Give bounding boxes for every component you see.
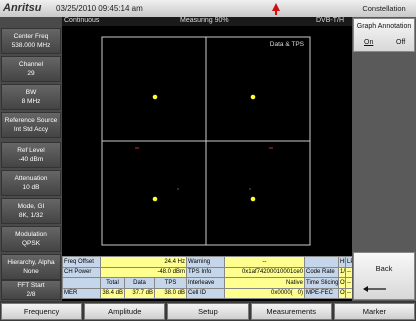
button-label: BW [25, 89, 37, 96]
label: MER [62, 287, 101, 299]
left-menu: Center Freq 538.000 MHz Channel 29 BW 8 MHz Re… [0, 17, 62, 301]
progress: Measuring 90% [180, 17, 229, 24]
label: Warning [186, 256, 226, 268]
button-value: 8 MHz [21, 98, 41, 105]
value: 0x1af74200010001ce0 [224, 266, 306, 278]
button-value: Int Std Accy [13, 126, 49, 133]
value: 37.7 dB [124, 287, 155, 299]
menu-button[interactable]: Channel 29 [1, 56, 61, 82]
menu-tab[interactable]: Measurements [250, 303, 332, 320]
button-label: Hierarchy, Alpha [7, 259, 55, 266]
button-label: Reference Source [4, 117, 58, 124]
value: Off [338, 287, 347, 299]
header: Data [124, 277, 155, 289]
button-label: Channel [18, 61, 44, 68]
label: MPE-FEC [304, 287, 340, 299]
label: Freq Offset [62, 256, 101, 268]
button-value: None [23, 268, 39, 275]
menu-button[interactable]: Mode, GI 8K, 1/32 [1, 198, 61, 224]
menu-button[interactable]: Reference Source Int Std Accy [1, 112, 61, 138]
button-value: 29 [27, 70, 35, 77]
constellation-plot: Data & TPS [101, 36, 311, 246]
button-value: 8K, 1/32 [18, 212, 44, 219]
back-arrow [363, 286, 386, 292]
label: Code Rate [304, 266, 340, 278]
button-value: 2/8 [26, 291, 36, 298]
menu-button[interactable]: Modulation QPSK [1, 226, 61, 252]
button-value: 10 dB [22, 184, 40, 191]
sweep-mode: Continuous [64, 17, 100, 24]
button-label: Modulation [15, 231, 47, 238]
logo: Anritsu [3, 2, 42, 14]
label: Cell ID [186, 287, 226, 299]
bottom-menu: Frequency Amplitude Setup Measurements Marke… [0, 301, 416, 321]
button-label: Mode, GI [17, 203, 45, 210]
menu-title: Constellation [352, 0, 416, 17]
menu-tab[interactable]: Marker [333, 303, 415, 320]
value: -48.0 dBm [99, 266, 188, 278]
menu-tab[interactable]: Frequency [1, 303, 83, 320]
right-menu: Constellation Graph Annotation On Off Ba… [352, 0, 416, 301]
button-label: Ref Level [17, 147, 45, 154]
button-label: FFT Start [17, 282, 45, 289]
value: 38.4 dB [100, 287, 125, 299]
button-label: Attenuation [14, 175, 48, 182]
menu-button[interactable]: Attenuation 10 dB [1, 170, 61, 196]
menu-tab[interactable]: Setup [167, 303, 249, 320]
plot-label: Data & TPS [270, 41, 305, 48]
standard: DVB-T/H [316, 17, 344, 24]
constellation-display: Data & TPS [62, 26, 352, 256]
button-value: 538.000 MHz [11, 42, 51, 49]
graph-annotation-button[interactable]: Graph Annotation On Off [353, 18, 415, 52]
header: TPS [153, 277, 188, 289]
value: 24.4 Hz [99, 256, 188, 268]
header: HP [338, 256, 347, 268]
button-value: -40 dBm [18, 156, 44, 163]
value: 0x0000( 0) [224, 287, 306, 299]
label: CH Power [62, 266, 101, 278]
menu-button[interactable]: Ref Level -40 dBm [1, 142, 61, 168]
value: 38.0 dB [153, 287, 188, 299]
title-bar: Anritsu 03/25/2010 09:45:14 am [0, 0, 352, 17]
value: Native [224, 277, 306, 289]
menu-tab[interactable]: Amplitude [84, 303, 166, 320]
value: Off [338, 277, 347, 289]
label: Interleave [186, 277, 226, 289]
menu-button[interactable]: FFT Start 2/8 [1, 280, 61, 300]
back-button[interactable]: Back [353, 252, 415, 300]
option-off: Off [396, 39, 406, 46]
header: Total [100, 277, 125, 289]
status-bar: Continuous Measuring 90% DVB-T/H [62, 17, 352, 26]
button-value: QPSK [21, 240, 41, 247]
datetime: 03/25/2010 09:45:14 am [56, 4, 143, 13]
menu-button[interactable]: Center Freq 538.000 MHz [1, 28, 61, 54]
option-on: On [364, 39, 374, 46]
value: 1/2 [338, 266, 347, 278]
marker-icon [272, 3, 280, 15]
value: -- [224, 256, 306, 268]
button-label: Back [375, 264, 393, 273]
button-label: Graph Annotation [356, 23, 412, 30]
label: TPS Info [186, 266, 226, 278]
menu-button[interactable]: BW 8 MHz [1, 84, 61, 110]
menu-button[interactable]: Hierarchy, Alpha None [1, 254, 61, 280]
button-label: Center Freq [13, 33, 49, 40]
label: Time Slicing [304, 277, 340, 289]
